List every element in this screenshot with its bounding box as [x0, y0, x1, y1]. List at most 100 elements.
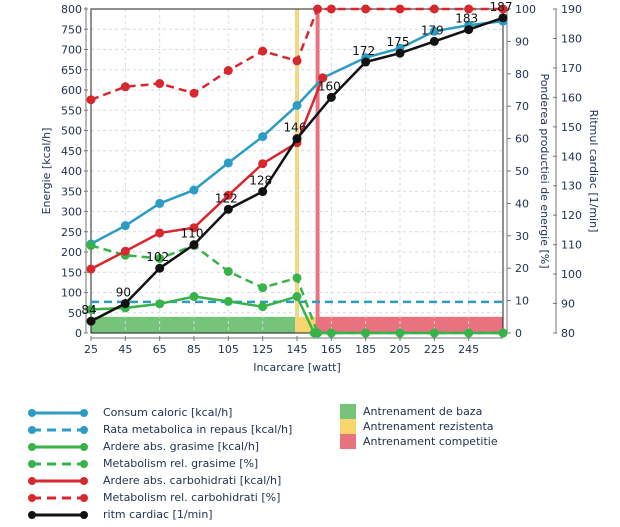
y-axis-pct-label: Ponderea productiei de energie [%] [538, 73, 551, 268]
data-point [429, 26, 439, 36]
plot-frame [90, 8, 504, 334]
data-point [189, 88, 199, 98]
legend-zone-item: Antrenament rezistenta [340, 419, 498, 434]
data-point [120, 246, 130, 256]
legend-line-icon [28, 425, 88, 434]
y-tick-label-pct: 40 [515, 197, 529, 210]
legend-swatch [340, 419, 356, 434]
data-point [258, 302, 268, 312]
y-tick-label-pct: 100 [515, 3, 536, 16]
hr-data-label: 128 [249, 174, 272, 188]
hr-data-label: 84 [81, 303, 96, 317]
data-point [223, 204, 233, 214]
legend-zone-item: Antrenament competitie [340, 434, 498, 449]
y-tick-label-pct: 50 [515, 165, 529, 178]
legend-line-icon [28, 476, 88, 485]
y-tick-label-pct: 70 [515, 100, 529, 113]
x-tick-label: 105 [218, 343, 239, 356]
legend-label: Ardere abs. grasime [kcal/h] [103, 440, 260, 453]
legend-line-icon [28, 442, 88, 451]
data-point [498, 328, 508, 338]
data-point [258, 132, 268, 142]
y-tick-label-left: 100 [61, 287, 82, 300]
data-point [189, 292, 199, 302]
data-point [223, 190, 233, 200]
x-tick-label: 185 [355, 343, 376, 356]
series-4 [86, 73, 328, 274]
data-point [86, 305, 96, 315]
data-point [326, 4, 336, 14]
data-point [155, 253, 165, 263]
y-tick-label-hr: 140 [561, 150, 582, 163]
legend-line-icon [28, 408, 88, 417]
legend-item: ritm cardiac [1/min] [28, 506, 292, 523]
series [86, 4, 508, 338]
hr-data-label: 102 [146, 250, 169, 264]
y-tick-label-left: 50 [68, 307, 82, 320]
hr-data-label: 179 [421, 23, 444, 37]
x-tick-label: 85 [187, 343, 201, 356]
data-point [258, 46, 268, 56]
y-tick-label-left: 650 [61, 64, 82, 77]
x-tick-label: 225 [424, 343, 445, 356]
y-axis-hr-label: Ritmul cardiac [1/min] [587, 110, 600, 233]
data-point [313, 328, 323, 338]
data-point [464, 328, 474, 338]
hr-data-label: 187 [490, 0, 513, 14]
y-tick-label-hr: 90 [561, 298, 575, 311]
legend-series: Consum caloric [kcal/h] Rata metabolica i… [28, 404, 292, 523]
data-point [464, 4, 474, 14]
legend-item: Consum caloric [kcal/h] [28, 404, 292, 421]
data-point [292, 273, 302, 283]
y-tick-label-hr: 160 [561, 91, 582, 104]
hr-data-label: 175 [387, 35, 410, 49]
data-point [361, 4, 371, 14]
legend-line-icon [28, 510, 88, 519]
y-tick-label-left: 0 [75, 327, 82, 340]
legend-label: Metabolism rel. carbohidrati [%] [103, 491, 281, 504]
data-point [429, 36, 439, 46]
y-tick-label-left: 750 [61, 23, 82, 36]
data-point [86, 241, 96, 251]
data-point [155, 263, 165, 273]
data-point [120, 299, 130, 309]
legend-label: Rata metabolica in repaus [kcal/h] [103, 423, 293, 436]
data-point [395, 328, 405, 338]
data-point [318, 73, 328, 83]
legend-swatch [340, 404, 356, 419]
y-tick-label-left: 500 [61, 125, 82, 138]
data-point [223, 266, 233, 276]
data-point [464, 25, 474, 35]
y-tick-label-pct: 0 [515, 327, 522, 340]
data-point [258, 159, 268, 169]
legend-label: Metabolism rel. grasime [%] [103, 457, 259, 470]
data-point [292, 56, 302, 66]
hr-data-label: 172 [352, 44, 375, 58]
data-point [258, 187, 268, 197]
hr-data-label: 122 [215, 191, 238, 205]
zone-line-1 [315, 9, 320, 333]
x-tick-label: 145 [287, 343, 308, 356]
y-tick-label-pct: 10 [515, 295, 529, 308]
data-point [292, 134, 302, 144]
y-tick-label-pct: 60 [515, 133, 529, 146]
x-tick-label: 45 [118, 343, 132, 356]
legend-swatch [340, 434, 356, 449]
data-point [223, 296, 233, 306]
y-tick-label-pct: 90 [515, 35, 529, 48]
legend-label: Antrenament competitie [363, 435, 498, 448]
hr-data-label: 160 [318, 79, 341, 93]
y-tick-label-left: 550 [61, 104, 82, 117]
zone-band-0 [91, 316, 297, 333]
x-tick-label: 245 [458, 343, 479, 356]
y-tick-label-hr: 80 [561, 327, 575, 340]
data-point [86, 316, 96, 326]
legend-label: Antrenament rezistenta [363, 420, 494, 433]
legend-label: ritm cardiac [1/min] [103, 508, 213, 521]
y-axis-left-label: Energie [kcal/h] [40, 128, 53, 215]
data-point [292, 100, 302, 110]
data-point [155, 299, 165, 309]
data-point [326, 328, 336, 338]
data-point [361, 328, 371, 338]
y-tick-label-left: 300 [61, 206, 82, 219]
